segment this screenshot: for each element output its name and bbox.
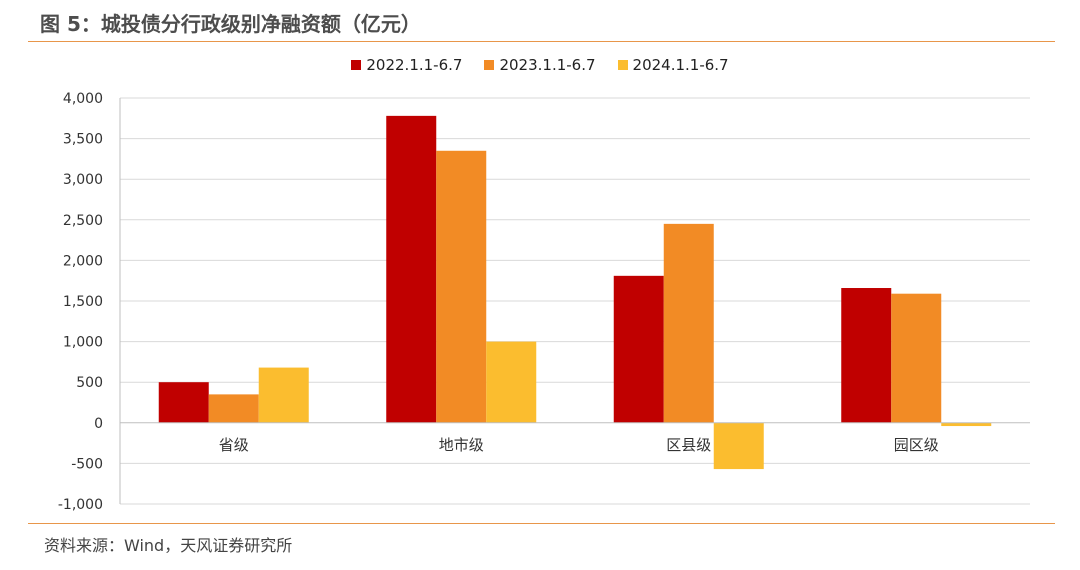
bar-1-4 bbox=[841, 288, 892, 423]
x-tick-label: 地市级 bbox=[439, 436, 484, 454]
x-tick-label: 区县级 bbox=[666, 436, 711, 454]
title-divider bbox=[28, 41, 1055, 42]
legend-label-2024: 2024.1.1-6.7 bbox=[632, 56, 729, 74]
y-tick-label: 4,000 bbox=[63, 91, 103, 107]
bar-3-3 bbox=[713, 422, 764, 470]
legend-swatch-2022 bbox=[351, 60, 362, 70]
y-tick-label: 3,500 bbox=[63, 132, 103, 148]
bar-3-4 bbox=[941, 422, 992, 427]
y-tick-label: -500 bbox=[71, 456, 103, 472]
y-tick-label: 2,000 bbox=[63, 253, 103, 269]
legend-item-2024: 2024.1.1-6.7 bbox=[617, 56, 729, 74]
bar-1-1 bbox=[158, 382, 209, 423]
source-note: 资料来源：Wind，天风证券研究所 bbox=[44, 536, 293, 555]
source-divider bbox=[28, 523, 1055, 524]
legend-swatch-2024 bbox=[617, 60, 628, 70]
bar-2-4 bbox=[891, 293, 942, 423]
bar-2-2 bbox=[436, 150, 487, 423]
legend-label-2023: 2023.1.1-6.7 bbox=[499, 56, 596, 74]
y-axis-ticks: 4,000 3,500 3,000 2,500 2,000 1,500 1,000 500 0 -… bbox=[58, 91, 103, 513]
y-tick-label: 500 bbox=[76, 375, 103, 391]
y-tick-label: 1,500 bbox=[63, 294, 103, 310]
bar-3-2 bbox=[486, 341, 537, 423]
bar-3-1 bbox=[258, 367, 309, 423]
bar-2-1 bbox=[208, 394, 259, 423]
y-tick-label: -1,000 bbox=[58, 497, 103, 513]
y-tick-label: 0 bbox=[94, 416, 103, 432]
chart-title: 图 5：城投债分行政级别净融资额（亿元） bbox=[40, 12, 421, 36]
bar-1-2 bbox=[386, 115, 437, 423]
y-tick-label: 1,000 bbox=[63, 335, 103, 351]
legend-swatch-2023 bbox=[484, 60, 495, 70]
x-tick-label: 省级 bbox=[219, 436, 249, 454]
chart-legend: 2022.1.1-6.7 2023.1.1-6.7 2024.1.1-6.7 bbox=[0, 56, 1080, 74]
bar-2-3 bbox=[663, 223, 714, 423]
legend-item-2022: 2022.1.1-6.7 bbox=[351, 56, 462, 74]
y-tick-label: 3,000 bbox=[63, 172, 103, 188]
x-axis-labels: 省级 地市级 区县级 园区级 bbox=[219, 436, 939, 454]
y-tick-label: 2,500 bbox=[63, 213, 103, 229]
x-tick-label: 园区级 bbox=[894, 436, 939, 454]
bars bbox=[158, 115, 992, 470]
legend-label-2022: 2022.1.1-6.7 bbox=[366, 56, 463, 74]
zero-axis bbox=[119, 98, 1030, 504]
legend-item-2023: 2023.1.1-6.7 bbox=[484, 56, 596, 74]
bar-1-3 bbox=[613, 275, 664, 423]
